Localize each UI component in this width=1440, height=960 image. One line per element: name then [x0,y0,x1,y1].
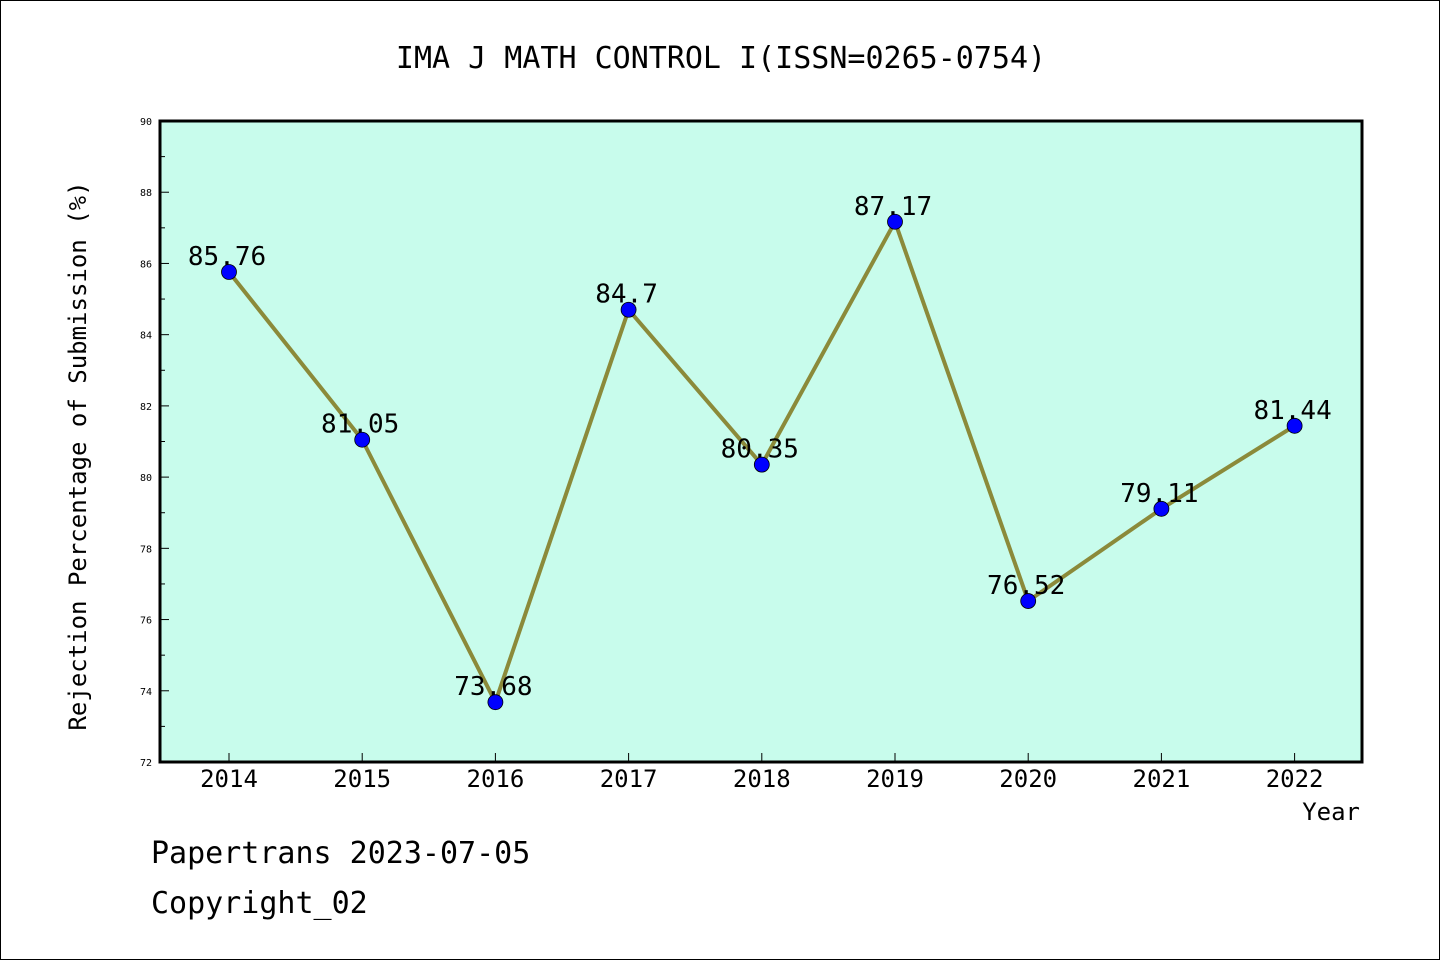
data-point [1286,417,1303,434]
y-tick-label: 78 [140,544,152,555]
data-label: 79.11 [1120,479,1198,509]
y-tick-label: 76 [140,616,152,627]
data-label: 73.68 [454,672,532,702]
x-tick-label: 2022 [1266,765,1324,793]
y-tick-label: 72 [140,758,152,769]
data-point [620,301,637,318]
y-tick-label: 88 [140,188,152,199]
x-tick-label: 2014 [200,765,258,793]
x-axis: 2014 2015 2016 2017 2018 2019 2020 2021 2022 [200,753,1323,793]
chart-title: IMA J MATH CONTROL I(ISSN=0265-0754) [396,41,1046,76]
data-point [1020,593,1037,609]
x-tick-label: 2016 [467,765,525,793]
x-tick-label: 2020 [999,765,1057,793]
data-point [354,431,371,448]
y-tick-label: 84 [140,331,152,342]
series: 85.76 81.05 73.68 84.7 80.35 87.17 76.52 79.11 8… [188,192,1332,711]
x-axis-label: Year [1302,798,1360,826]
y-tick-label: 80 [140,473,152,484]
data-label: 85.76 [188,242,266,272]
y-tick-label: 90 [140,117,152,128]
data-point [487,694,504,711]
y-tick-label: 74 [140,687,152,698]
y-tick-label: 86 [140,259,152,270]
y-axis-label: Rejection Percentage of Submission (%) [64,181,92,730]
footer-copyright: Copyright_02 [151,886,368,921]
data-label: 76.52 [987,571,1065,601]
y-axis: 72 74 76 78 80 82 84 86 88 90 [140,117,169,769]
data-point [887,213,903,230]
y-tick-label: 82 [140,402,152,413]
data-label: 81.44 [1253,396,1331,426]
data-point [1153,500,1170,517]
x-tick-label: 2021 [1133,765,1191,793]
footer-source: Papertrans 2023-07-05 [151,836,531,871]
data-label: 87.17 [854,192,932,222]
x-tick-label: 2015 [333,765,391,793]
data-point [221,264,237,280]
data-label: 81.05 [321,410,399,440]
x-tick-label: 2018 [733,765,791,793]
x-tick-label: 2017 [600,765,658,793]
data-label: 80.35 [721,435,799,465]
data-label: 84.7 [595,280,658,310]
x-tick-label: 2019 [866,765,924,793]
data-point [753,456,770,473]
